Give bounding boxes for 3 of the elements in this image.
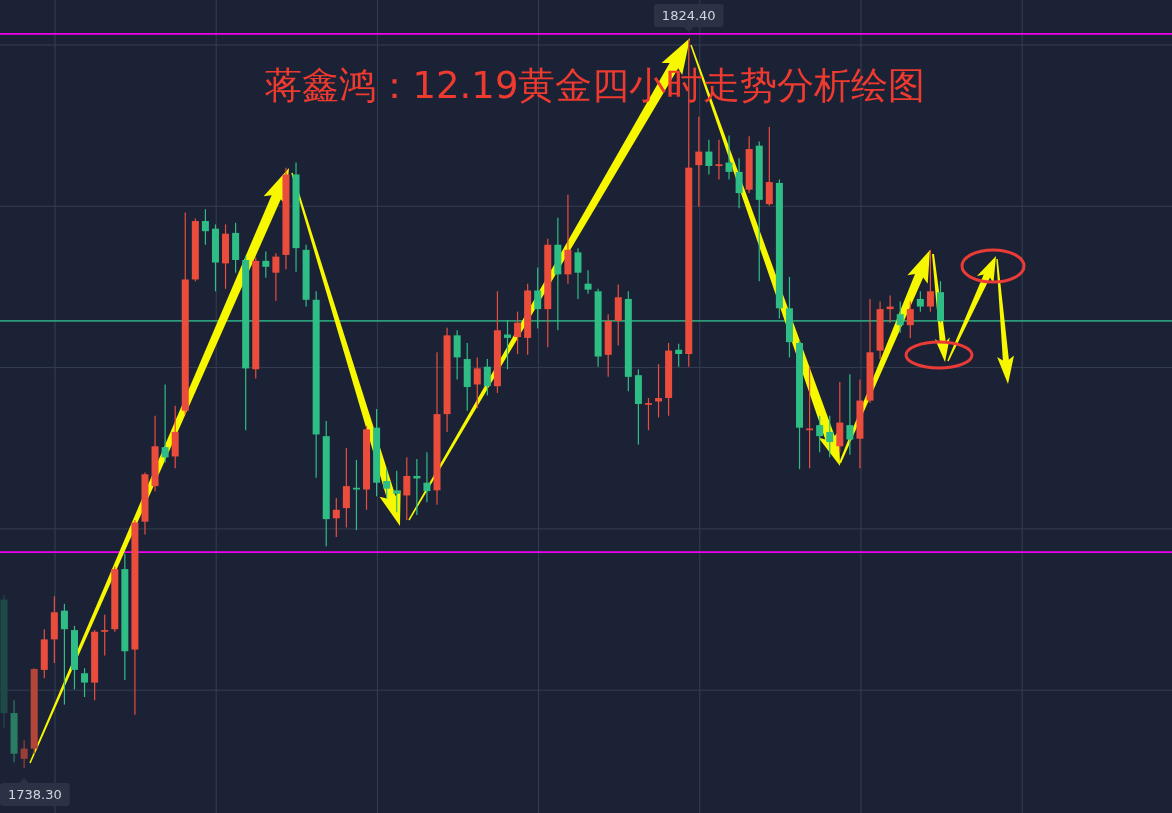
price-label: 1738.30 bbox=[0, 778, 70, 807]
annotation: 1738.30 bbox=[8, 787, 62, 803]
annotation: 1824.40 bbox=[661, 7, 716, 23]
